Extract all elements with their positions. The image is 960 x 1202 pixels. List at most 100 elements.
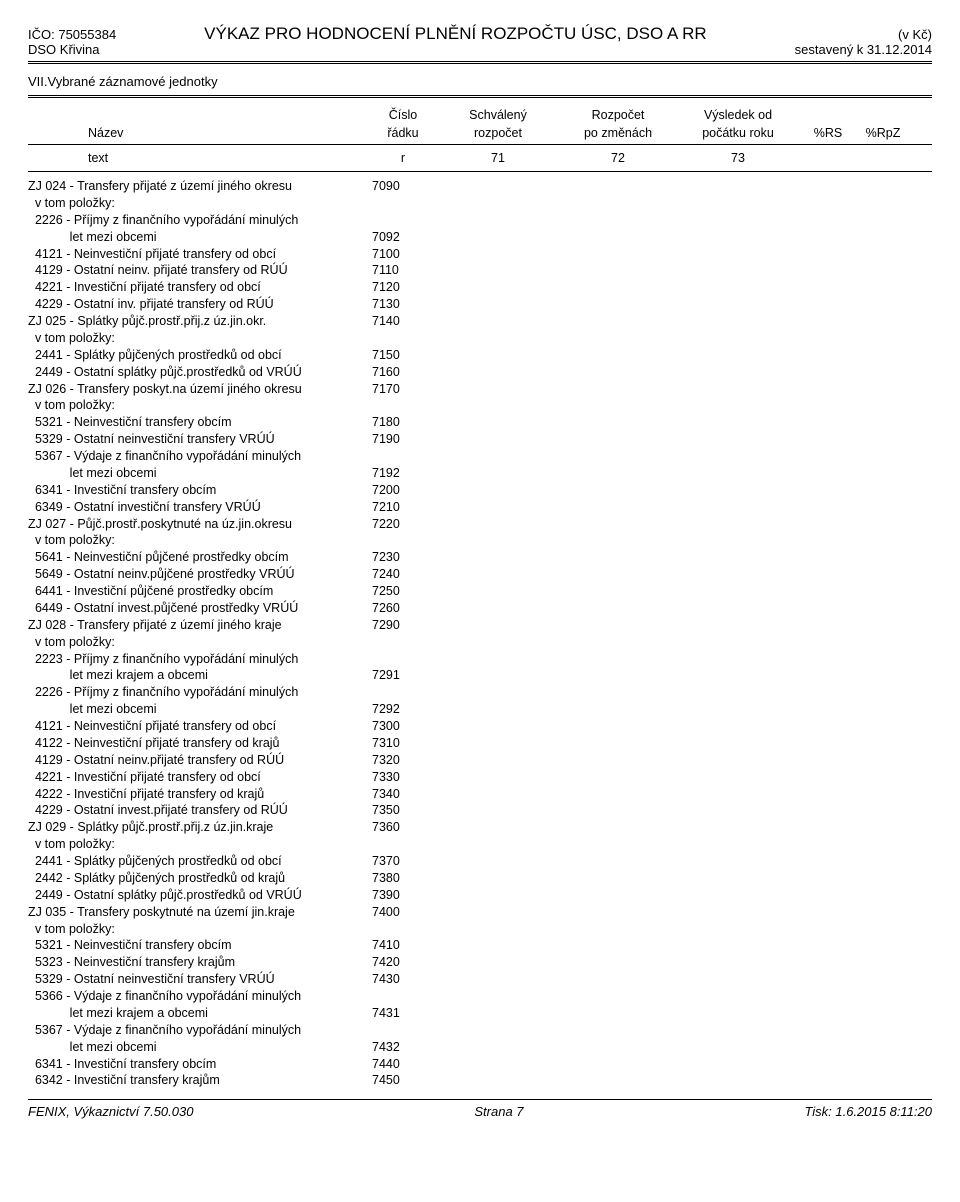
table-row: 2226 - Příjmy z finančního vypořádání mi… — [28, 684, 932, 701]
row-label: 6341 - Investiční transfery obcím — [28, 482, 368, 499]
col-cislo-l1: Číslo — [368, 108, 438, 122]
row-number — [368, 330, 438, 347]
row-number: 7410 — [368, 937, 438, 954]
table-row: 2223 - Příjmy z finančního vypořádání mi… — [28, 651, 932, 668]
table-row: 5366 - Výdaje z finančního vypořádání mi… — [28, 988, 932, 1005]
row-label: 4121 - Neinvestiční přijaté transfery od… — [28, 246, 368, 263]
row-label: 6441 - Investiční půjčené prostředky obc… — [28, 583, 368, 600]
ico-line: IČO: 75055384 — [28, 27, 116, 42]
row-label: 2441 - Splátky půjčených prostředků od o… — [28, 347, 368, 364]
row-label: let mezi obcemi — [28, 1039, 368, 1056]
col-schvaleny-l1: Schválený — [438, 108, 558, 122]
table-row: ZJ 035 - Transfery poskytnuté na území j… — [28, 904, 932, 921]
table-row: v tom položky: — [28, 634, 932, 651]
row-label: v tom položky: — [28, 921, 368, 938]
table-row: ZJ 024 - Transfery přijaté z území jinéh… — [28, 178, 932, 195]
row-number: 7100 — [368, 246, 438, 263]
row-number: 7200 — [368, 482, 438, 499]
row-label: 2223 - Příjmy z finančního vypořádání mi… — [28, 651, 368, 668]
row-number — [368, 921, 438, 938]
table-row: 4129 - Ostatní neinv. přijaté transfery … — [28, 262, 932, 279]
table-row: 2442 - Splátky půjčených prostředků od k… — [28, 870, 932, 887]
col-rozpocet-l1: Rozpočet — [558, 108, 678, 122]
divider — [28, 171, 932, 172]
table-row: 4221 - Investiční přijaté transfery od o… — [28, 769, 932, 786]
text-73: 73 — [678, 151, 798, 165]
row-number — [368, 195, 438, 212]
row-number: 7320 — [368, 752, 438, 769]
row-label: 4229 - Ostatní inv. přijaté transfery od… — [28, 296, 368, 313]
row-label: 4129 - Ostatní neinv. přijaté transfery … — [28, 262, 368, 279]
table-row: 2441 - Splátky půjčených prostředků od o… — [28, 347, 932, 364]
table-row: let mezi obcemi7292 — [28, 701, 932, 718]
table-row: 6449 - Ostatní invest.půjčené prostředky… — [28, 600, 932, 617]
table-row: v tom položky: — [28, 921, 932, 938]
table-row: 4221 - Investiční přijaté transfery od o… — [28, 279, 932, 296]
row-label: ZJ 025 - Splátky půjč.prostř.přij.z úz.j… — [28, 313, 368, 330]
table-row: 5329 - Ostatní neinvestiční transfery VR… — [28, 971, 932, 988]
row-label: 2449 - Ostatní splátky půjč.prostředků o… — [28, 364, 368, 381]
column-headers-row1: Číslo Schválený Rozpočet Výsledek od — [28, 108, 932, 122]
table-row: v tom položky: — [28, 397, 932, 414]
row-label: ZJ 029 - Splátky půjč.prostř.přij.z úz.j… — [28, 819, 368, 836]
row-label: 5323 - Neinvestiční transfery krajům — [28, 954, 368, 971]
row-number: 7210 — [368, 499, 438, 516]
row-label: 4222 - Investiční přijaté transfery od k… — [28, 786, 368, 803]
row-number: 7180 — [368, 414, 438, 431]
compiled-date: sestavený k 31.12.2014 — [795, 42, 932, 57]
table-row: 6342 - Investiční transfery krajům7450 — [28, 1072, 932, 1089]
row-number: 7250 — [368, 583, 438, 600]
col-name-l1 — [28, 108, 368, 122]
row-label: 6349 - Ostatní investiční transfery VRÚÚ — [28, 499, 368, 516]
row-number: 7150 — [368, 347, 438, 364]
col-rpz: %RpZ — [858, 126, 908, 140]
table-row: 4129 - Ostatní neinv.přijaté transfery o… — [28, 752, 932, 769]
row-number: 7350 — [368, 802, 438, 819]
row-number — [368, 684, 438, 701]
page-footer: FENIX, Výkaznictví 7.50.030 Strana 7 Tis… — [28, 1104, 932, 1119]
data-table: ZJ 024 - Transfery přijaté z území jinéh… — [28, 178, 932, 1089]
table-row: 5321 - Neinvestiční transfery obcím7410 — [28, 937, 932, 954]
col-rs: %RS — [798, 126, 858, 140]
column-headers-row2: Název řádku rozpočet po změnách počátku … — [28, 126, 932, 140]
table-row: v tom položky: — [28, 532, 932, 549]
row-label: let mezi obcemi — [28, 229, 368, 246]
table-row: 4122 - Neinvestiční přijaté transfery od… — [28, 735, 932, 752]
table-row: 5323 - Neinvestiční transfery krajům7420 — [28, 954, 932, 971]
row-label: 5367 - Výdaje z finančního vypořádání mi… — [28, 1022, 368, 1039]
table-row: 6349 - Ostatní investiční transfery VRÚÚ… — [28, 499, 932, 516]
row-label: 5321 - Neinvestiční transfery obcím — [28, 414, 368, 431]
row-number: 7110 — [368, 262, 438, 279]
row-label: 6342 - Investiční transfery krajům — [28, 1072, 368, 1089]
footer-right: Tisk: 1.6.2015 8:11:20 — [804, 1104, 932, 1119]
row-number — [368, 651, 438, 668]
table-row: 5329 - Ostatní neinvestiční transfery VR… — [28, 431, 932, 448]
divider — [28, 61, 932, 64]
table-row: 6441 - Investiční půjčené prostředky obc… — [28, 583, 932, 600]
row-number: 7120 — [368, 279, 438, 296]
col-vysledek-l1: Výsledek od — [678, 108, 798, 122]
table-row: 5649 - Ostatní neinv.půjčené prostředky … — [28, 566, 932, 583]
row-label: ZJ 035 - Transfery poskytnuté na území j… — [28, 904, 368, 921]
table-row: v tom položky: — [28, 836, 932, 853]
row-number: 7400 — [368, 904, 438, 921]
row-number: 7290 — [368, 617, 438, 634]
col-vysledek-l2: počátku roku — [678, 126, 798, 140]
row-number — [368, 988, 438, 1005]
row-label: v tom položky: — [28, 397, 368, 414]
row-label: 2449 - Ostatní splátky půjč.prostředků o… — [28, 887, 368, 904]
table-row: 6341 - Investiční transfery obcím7440 — [28, 1056, 932, 1073]
row-number: 7360 — [368, 819, 438, 836]
row-label: 2442 - Splátky půjčených prostředků od k… — [28, 870, 368, 887]
row-number: 7420 — [368, 954, 438, 971]
row-label: 6341 - Investiční transfery obcím — [28, 1056, 368, 1073]
report-header: IČO: 75055384 DSO Křivina VÝKAZ PRO HODN… — [28, 24, 932, 57]
table-row: v tom položky: — [28, 195, 932, 212]
currency-label: (v Kč) — [795, 27, 932, 42]
table-row: let mezi obcemi7192 — [28, 465, 932, 482]
table-row: 4229 - Ostatní invest.přijaté transfery … — [28, 802, 932, 819]
row-number — [368, 448, 438, 465]
row-label: ZJ 027 - Půjč.prostř.poskytnuté na úz.ji… — [28, 516, 368, 533]
row-label: 5649 - Ostatní neinv.půjčené prostředky … — [28, 566, 368, 583]
table-row: 2441 - Splátky půjčených prostředků od o… — [28, 853, 932, 870]
